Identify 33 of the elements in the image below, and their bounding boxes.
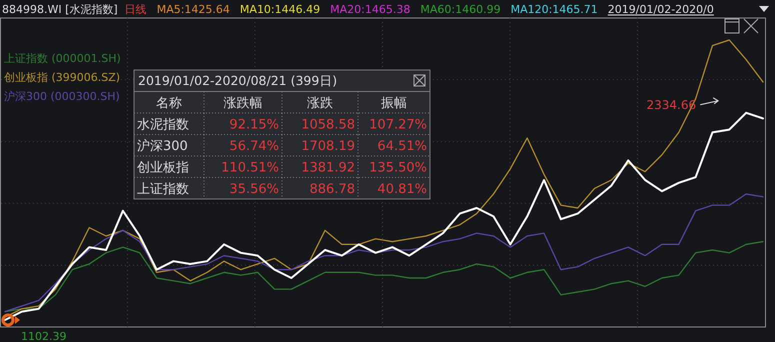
chart-title: 884998.WI [水泥指数] xyxy=(2,3,118,16)
annotation: 振幅 xyxy=(381,96,407,111)
annotation: 110.51% xyxy=(221,160,279,176)
annotation: 涨跌幅 xyxy=(224,96,262,111)
text: 日线 xyxy=(124,3,147,16)
annotation: 上证指数 xyxy=(137,182,189,197)
text: MA5:1425.64 xyxy=(156,3,230,16)
text: MA20:1465.38 xyxy=(330,3,410,16)
annotation: 56.74% xyxy=(229,139,279,154)
annotation: 135.50% xyxy=(369,160,427,176)
annotation: 名称 xyxy=(156,96,182,111)
annotation: 沪深300 xyxy=(137,138,188,154)
annotation: 886.78 xyxy=(310,182,355,197)
annotation: 92.15% xyxy=(229,118,279,132)
text: 2019/01/02-2020/0 xyxy=(608,3,714,16)
annotation: 1708.19 xyxy=(301,139,355,154)
text: MA120:1465.71 xyxy=(510,3,598,16)
annotation: 创业板指 xyxy=(137,160,189,176)
annotation: 35.56% xyxy=(229,182,279,197)
annotation: 107.27% xyxy=(369,118,427,132)
text: MA60:1460.99 xyxy=(420,3,501,16)
annotation: 40.81% xyxy=(377,182,427,197)
annotation: 1381.92 xyxy=(301,160,355,176)
text: 沪深300 (000300.SH) xyxy=(4,90,120,103)
text: MA10:1446.49 xyxy=(240,3,320,16)
annotation: 2019/01/02-2020/08/21 (399日) xyxy=(138,73,338,88)
annotation: 64.51% xyxy=(377,139,427,154)
annotation: 1058.58 xyxy=(301,118,355,132)
text: 创业板指 (399006.SZ) xyxy=(4,71,120,84)
annotation: 水泥指数 xyxy=(137,118,189,132)
annotation: 涨跌 xyxy=(307,96,333,111)
text: 1102.39 xyxy=(21,330,66,342)
text: 上证指数 (000001.SH) xyxy=(4,52,121,65)
